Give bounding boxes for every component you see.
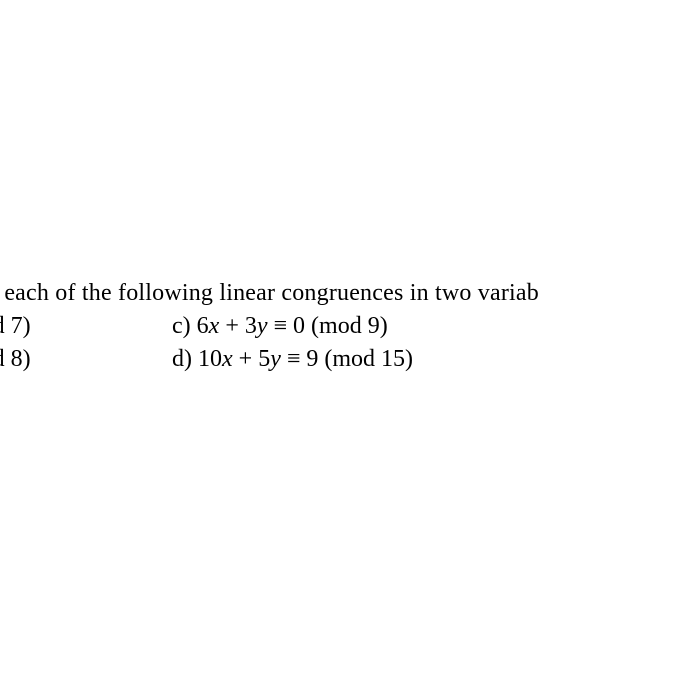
row1-mid2: ≡ 0 (mod 9) <box>268 313 388 339</box>
row2-label: d) <box>172 346 198 372</box>
row1-var2: y <box>257 313 268 339</box>
intro-text: s of each of the following linear congru… <box>0 280 539 306</box>
row2-mid1: + 5 <box>233 346 271 372</box>
row2-var1: x <box>222 346 233 372</box>
row1-var1: x <box>209 313 220 339</box>
row1-right: c) 6x + 3y ≡ 0 (mod 9) <box>172 313 388 340</box>
row2-mid2: ≡ 9 (mod 15) <box>281 346 413 372</box>
intro-line: s of each of the following linear congru… <box>0 280 694 307</box>
row2-coef1: 10 <box>198 346 222 372</box>
row-2: mod 8) d) 10x + 5y ≡ 9 (mod 15) <box>0 346 694 373</box>
row-1: mod 7) c) 6x + 3y ≡ 0 (mod 9) <box>0 313 694 340</box>
row1-left: mod 7) <box>0 313 172 340</box>
row2-left: mod 8) <box>0 346 172 373</box>
row2-var2: y <box>270 346 281 372</box>
row1-mid1: + 3 <box>219 313 257 339</box>
math-text-block: s of each of the following linear congru… <box>0 280 694 373</box>
row1-label: c) <box>172 313 197 339</box>
row2-right: d) 10x + 5y ≡ 9 (mod 15) <box>172 346 413 373</box>
row1-coef1: 6 <box>197 313 209 339</box>
